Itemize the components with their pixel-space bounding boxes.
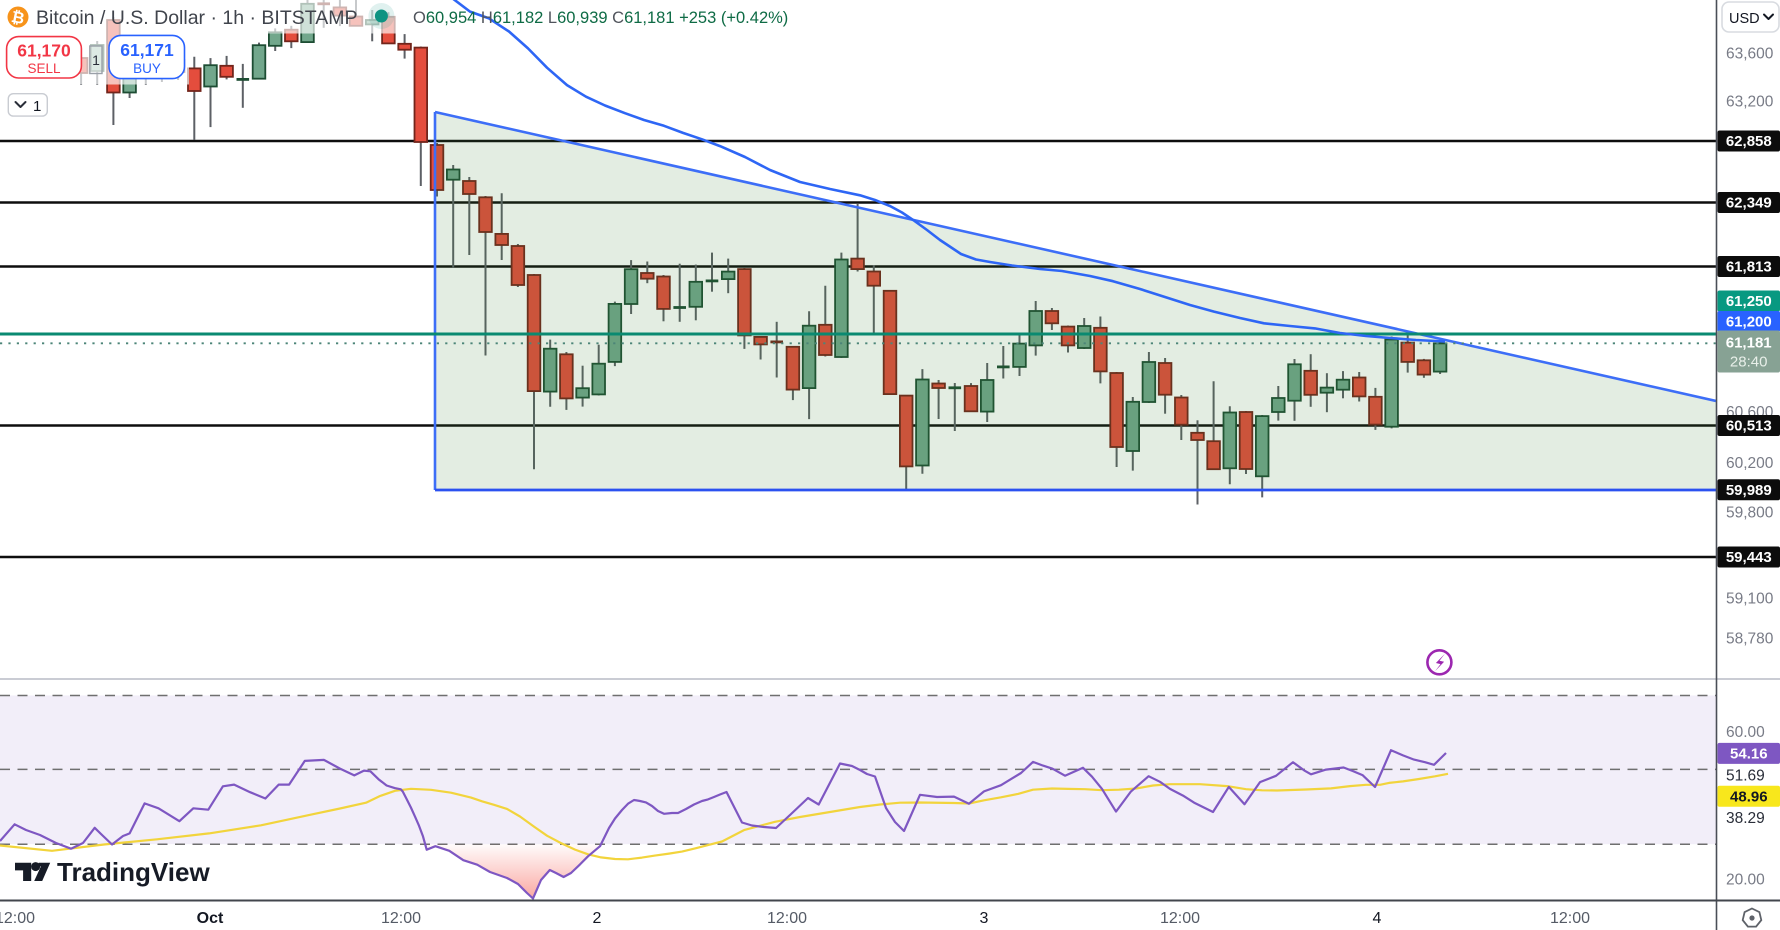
svg-text:62,349: 62,349 xyxy=(1726,195,1772,212)
svg-text:28:40: 28:40 xyxy=(1730,354,1768,371)
svg-text:O60,954 H61,182 L60,939 C61,18: O60,954 H61,182 L60,939 C61,181 +253 (+0… xyxy=(413,9,788,27)
svg-text:60,513: 60,513 xyxy=(1726,418,1772,435)
svg-text:63,200: 63,200 xyxy=(1726,94,1774,111)
svg-text:63,600: 63,600 xyxy=(1726,46,1774,63)
svg-text:51.69: 51.69 xyxy=(1726,767,1765,784)
svg-text:20.00: 20.00 xyxy=(1726,872,1765,889)
svg-text:12:00: 12:00 xyxy=(767,910,807,927)
svg-text:48.96: 48.96 xyxy=(1730,789,1768,806)
svg-text:4: 4 xyxy=(1373,910,1382,927)
svg-text:12:00: 12:00 xyxy=(381,910,421,927)
svg-text:2: 2 xyxy=(593,910,602,927)
svg-text:60.00: 60.00 xyxy=(1726,724,1765,741)
svg-text:₿: ₿ xyxy=(10,8,26,28)
svg-text:BUY: BUY xyxy=(133,61,161,76)
svg-text:61,181: 61,181 xyxy=(1726,335,1772,352)
svg-text:61,813: 61,813 xyxy=(1726,259,1772,276)
svg-text:58,780: 58,780 xyxy=(1726,631,1774,648)
svg-text:62,858: 62,858 xyxy=(1726,133,1772,150)
svg-text:59,100: 59,100 xyxy=(1726,591,1774,608)
svg-text:59,989: 59,989 xyxy=(1726,482,1772,499)
svg-text:54.16: 54.16 xyxy=(1730,746,1768,763)
svg-text:1: 1 xyxy=(33,98,41,115)
svg-text:Oct: Oct xyxy=(197,910,224,927)
svg-text:TradingView: TradingView xyxy=(57,857,210,887)
svg-text:59,800: 59,800 xyxy=(1726,505,1774,522)
svg-text:61,200: 61,200 xyxy=(1726,314,1772,331)
svg-text:1: 1 xyxy=(92,52,100,68)
svg-text:USD: USD xyxy=(1729,11,1760,27)
svg-text:61,171: 61,171 xyxy=(120,40,174,60)
svg-text:59,443: 59,443 xyxy=(1726,549,1772,566)
svg-text:60,200: 60,200 xyxy=(1726,455,1774,472)
svg-text:12:00: 12:00 xyxy=(1550,910,1590,927)
svg-text:3: 3 xyxy=(980,910,989,927)
svg-text:61,170: 61,170 xyxy=(17,41,71,61)
svg-text:38.29: 38.29 xyxy=(1726,810,1765,827)
svg-text:SELL: SELL xyxy=(27,61,61,76)
svg-text:Bitcoin / U.S. Dollar · 1h · B: Bitcoin / U.S. Dollar · 1h · BITSTAMP xyxy=(36,7,357,29)
svg-text:61,250: 61,250 xyxy=(1726,293,1772,310)
svg-text:12:00: 12:00 xyxy=(0,910,35,927)
svg-text:12:00: 12:00 xyxy=(1160,910,1200,927)
